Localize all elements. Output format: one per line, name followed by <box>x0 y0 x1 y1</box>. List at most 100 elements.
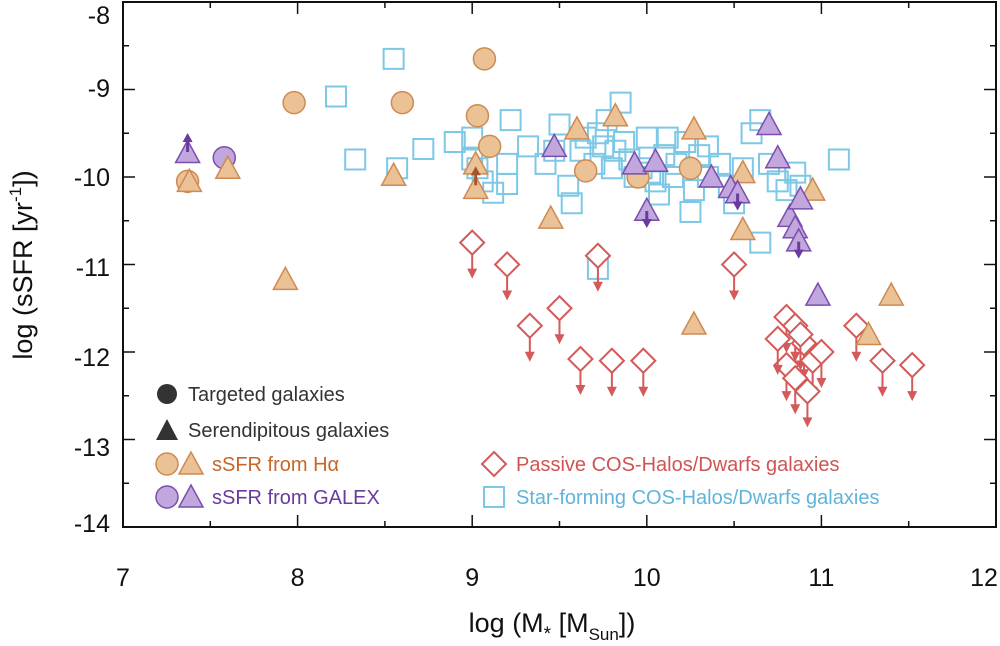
starforming-square-point <box>827 148 850 171</box>
serendipitous-triangle-point <box>214 154 242 179</box>
starforming-square-point <box>499 109 522 132</box>
y-tick-label: -9 <box>88 75 110 103</box>
starforming-square-point <box>648 183 671 206</box>
y-tick-label: -12 <box>74 344 110 372</box>
serendipitous-triangle-point <box>680 115 708 140</box>
legend-halpha-circle <box>155 452 179 476</box>
serendipitous-triangle-point <box>380 161 407 186</box>
starforming-square-point <box>443 131 466 153</box>
passive-upper-limit-arrowhead <box>907 391 918 402</box>
x-tick-label: 12 <box>970 564 998 592</box>
y-tick-label: -14 <box>74 510 110 538</box>
legend-diamond-marker <box>480 450 508 478</box>
passive-upper-limit-arrowhead <box>781 391 792 402</box>
passive-upper-limit-arrowhead <box>575 385 586 395</box>
passive-diamond-point <box>598 347 626 375</box>
passive-diamond-point <box>842 312 870 340</box>
x-tick-label: 9 <box>465 564 479 592</box>
x-axis-title: log (M* [MSun]) <box>469 608 636 645</box>
galaxy-points-layer <box>174 47 905 346</box>
y-tick-label: -11 <box>76 254 110 282</box>
x-tick-label: 10 <box>633 564 661 592</box>
passive-upper-limit-arrowhead <box>502 290 513 301</box>
passive-diamond-point <box>584 242 612 270</box>
y-tick-label: -8 <box>88 2 110 30</box>
starforming-square-point <box>749 231 772 254</box>
legend-passive: Passive COS-Halos/Dwarfs galaxies <box>516 454 839 476</box>
y-tick-label: -10 <box>74 164 110 192</box>
starforming-square-point <box>496 152 519 175</box>
legend-galex: sSFR from GALEX <box>212 487 380 509</box>
plot-frame <box>122 1 997 528</box>
legend-targeted: Targeted galaxies <box>188 384 345 406</box>
legend-galex-triangle <box>177 483 205 508</box>
legend-square-marker <box>483 486 505 508</box>
serendipitous-triangle-point <box>799 176 826 201</box>
passive-diamond-point <box>567 345 594 373</box>
serendipitous-triangle-point <box>462 174 489 200</box>
starforming-square-point <box>586 122 609 145</box>
serendipitous-triangle-point <box>680 310 708 335</box>
passive-diamond-point <box>720 251 748 278</box>
legend-starforming: Star-forming COS-Halos/Dwarfs galaxies <box>516 487 879 509</box>
targeted-circle-point <box>678 156 703 180</box>
serendipitous-triangle-point <box>877 281 905 306</box>
starforming-square-point <box>696 135 719 158</box>
passive-upper-limit-arrowhead <box>729 290 740 301</box>
starforming-square-point <box>682 179 705 202</box>
starforming-square-point <box>560 192 583 215</box>
passive-diamond-point <box>629 347 657 375</box>
targeted-circle-point <box>390 90 415 115</box>
passive-diamond-point <box>546 294 573 322</box>
starforming-square-point <box>613 131 636 153</box>
y-axis-title: log (sSFR [yr-1]) <box>6 170 38 359</box>
passive-diamond-point <box>493 251 521 278</box>
limit-arrowhead <box>182 133 193 142</box>
starforming-square-point <box>709 152 732 175</box>
legend-halpha: sSFR from Hα <box>212 454 339 476</box>
starforming-square-point <box>600 157 623 180</box>
serendipitous-triangle-point <box>642 147 669 172</box>
legend: Targeted galaxies Serendipitous galaxies… <box>155 384 879 509</box>
passive-diamond-point <box>458 229 486 257</box>
axis-ticks <box>122 1 997 528</box>
starforming-square-point <box>382 47 405 70</box>
serendipitous-triangle-point <box>764 144 792 169</box>
passive-upper-limit-arrowhead <box>524 351 535 362</box>
x-tick-label: 11 <box>808 564 834 592</box>
serendipitous-triangle-point <box>855 320 882 346</box>
passive-upper-limit-arrowhead <box>772 364 783 375</box>
passive-diamond-point <box>898 351 926 379</box>
starforming-square-point <box>766 170 789 193</box>
passive-diamond-point <box>807 338 835 366</box>
passive-upper-limit-arrowhead <box>790 404 801 415</box>
passive-upper-limit-arrowhead <box>554 334 565 345</box>
limit-arrowhead <box>470 166 481 176</box>
serendipitous-triangle-point <box>787 185 814 210</box>
legend-galex-circle <box>155 485 179 509</box>
targeted-circle-point <box>472 47 497 71</box>
serendipitous-triangle-point <box>602 102 629 127</box>
starforming-square-point <box>517 135 540 158</box>
legend-triangle-marker <box>156 419 178 440</box>
serendipitous-triangle-point <box>272 265 299 291</box>
targeted-circle-point <box>282 90 306 115</box>
serendipitous-triangle-point <box>729 215 757 241</box>
targeted-circle-point <box>465 104 490 128</box>
y-tick-labels: -14 -13 -12 -11 -10 -9 -8 <box>74 2 110 538</box>
starforming-square-point <box>775 179 798 202</box>
starforming-square-point <box>557 174 580 197</box>
serendipitous-triangle-point <box>563 115 591 140</box>
x-tick-label: 7 <box>116 564 130 592</box>
passive-upper-limit-arrowhead <box>606 386 617 397</box>
passive-upper-limit-arrowhead <box>790 351 801 362</box>
limit-arrowhead <box>732 201 743 211</box>
x-tick-labels: 7 8 9 10 11 12 <box>116 564 998 592</box>
passive-upper-limit-arrowhead <box>816 378 827 388</box>
starforming-square-point <box>679 201 702 223</box>
passive-upper-limit-arrowhead <box>638 386 649 397</box>
serendipitous-triangle-point <box>621 150 648 175</box>
limit-arrowhead <box>641 219 652 228</box>
x-tick-label: 8 <box>291 564 305 592</box>
